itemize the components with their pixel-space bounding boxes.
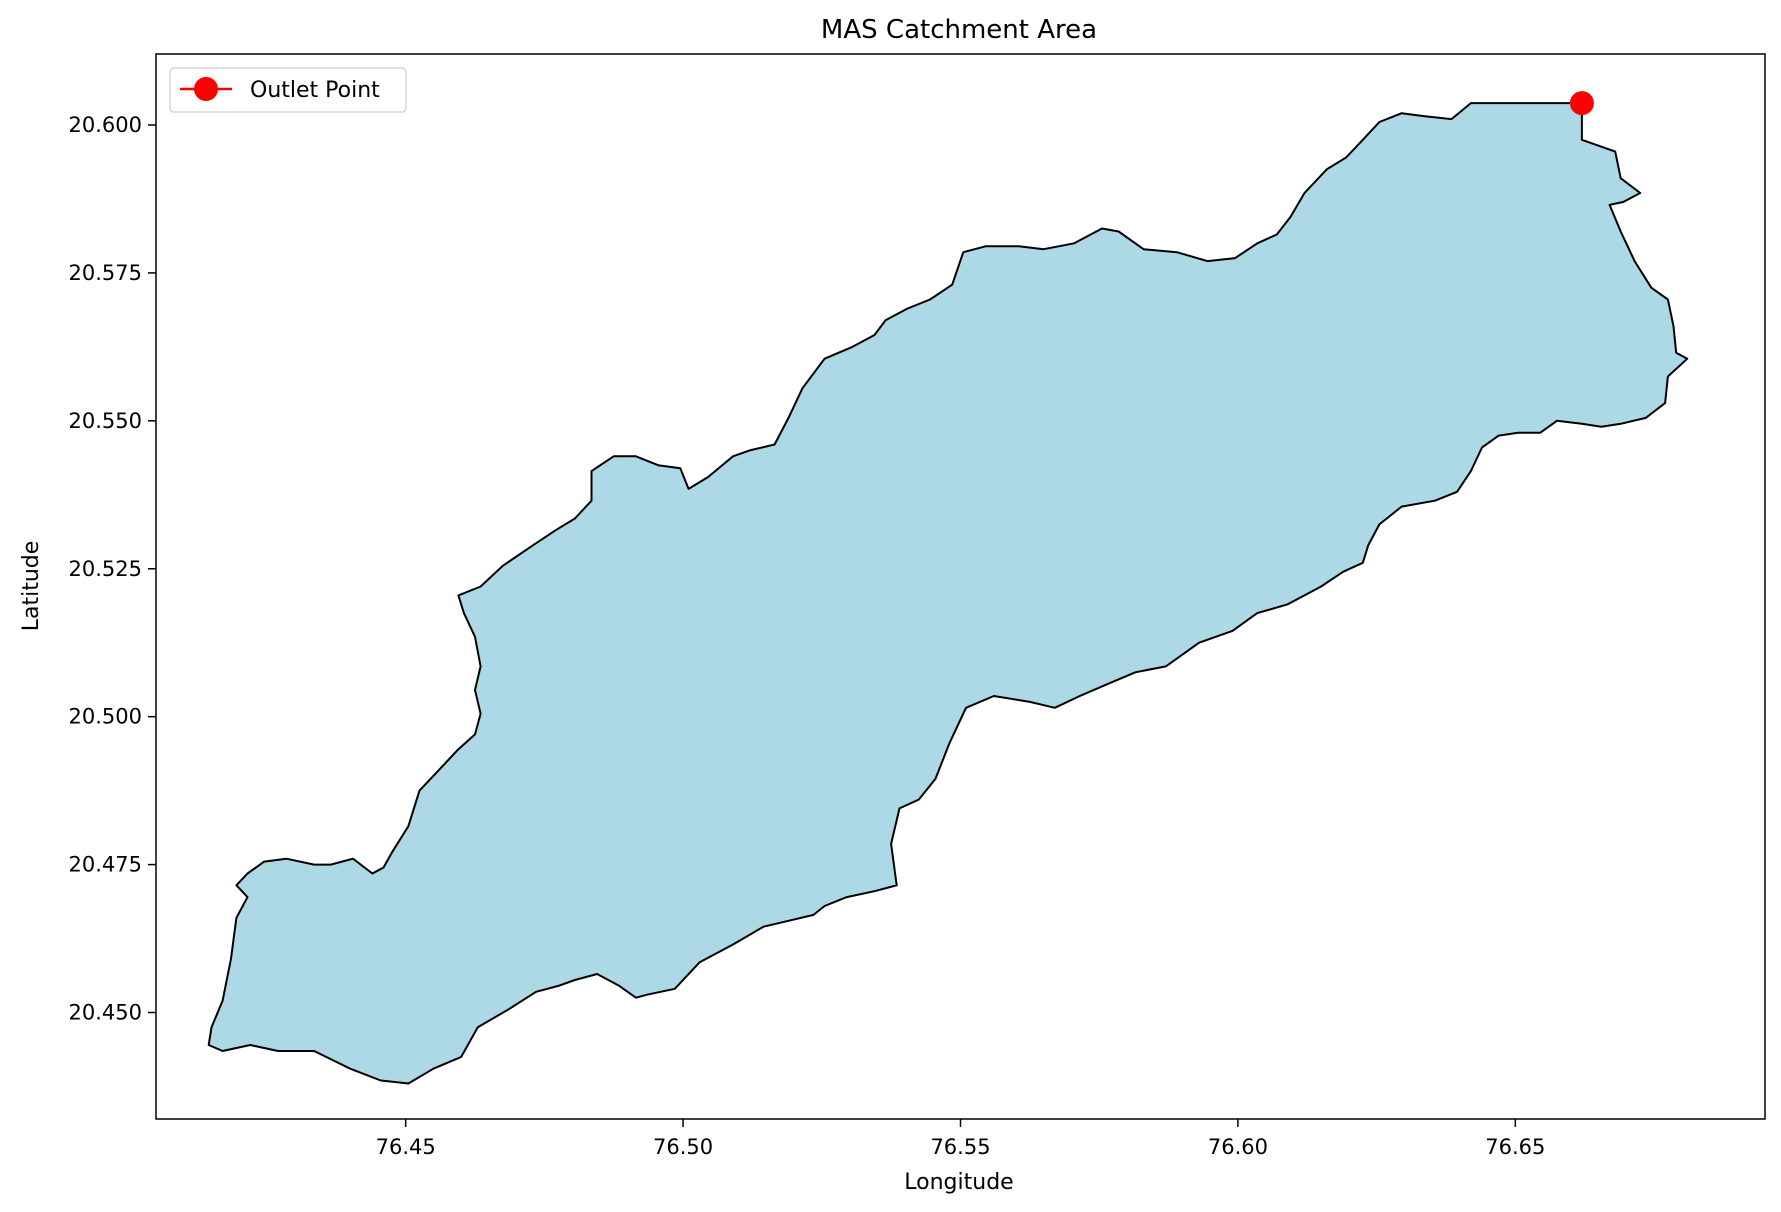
y-tick-label: 20.550 (69, 409, 142, 433)
x-tick-label: 76.45 (376, 1135, 436, 1159)
x-tick-label: 76.50 (653, 1135, 713, 1159)
plot-area (155, 53, 1766, 1120)
y-tick-label: 20.575 (69, 261, 142, 285)
legend-box (169, 67, 407, 113)
y-axis-label: Latitude (19, 541, 44, 632)
x-tick-label: 76.65 (1485, 1135, 1545, 1159)
x-tick-label: 76.60 (1208, 1135, 1268, 1159)
x-axis-label: Longitude (904, 1170, 1013, 1195)
outlet-point-marker (1569, 91, 1594, 116)
y-tick-label: 20.450 (69, 1001, 142, 1025)
x-tick-label: 76.55 (930, 1135, 990, 1159)
y-axis-ticks: 20.450 20.475 20.500 20.525 20.550 20.575 20.6… (69, 113, 156, 1025)
x-axis-ticks: 76.45 76.50 76.55 76.60 76.65 (376, 1119, 1545, 1159)
y-tick-label: 20.500 (69, 705, 142, 729)
legend-label: Outlet Point (250, 78, 380, 103)
catchment-polygon (207, 102, 1689, 1085)
map-title: MAS Catchment Area (821, 15, 1097, 45)
y-tick-label: 20.600 (69, 113, 142, 137)
legend-marker-swatch (194, 77, 218, 101)
y-tick-label: 20.525 (69, 557, 142, 581)
legend: Outlet Point (169, 67, 407, 113)
y-tick-label: 20.475 (69, 853, 142, 877)
